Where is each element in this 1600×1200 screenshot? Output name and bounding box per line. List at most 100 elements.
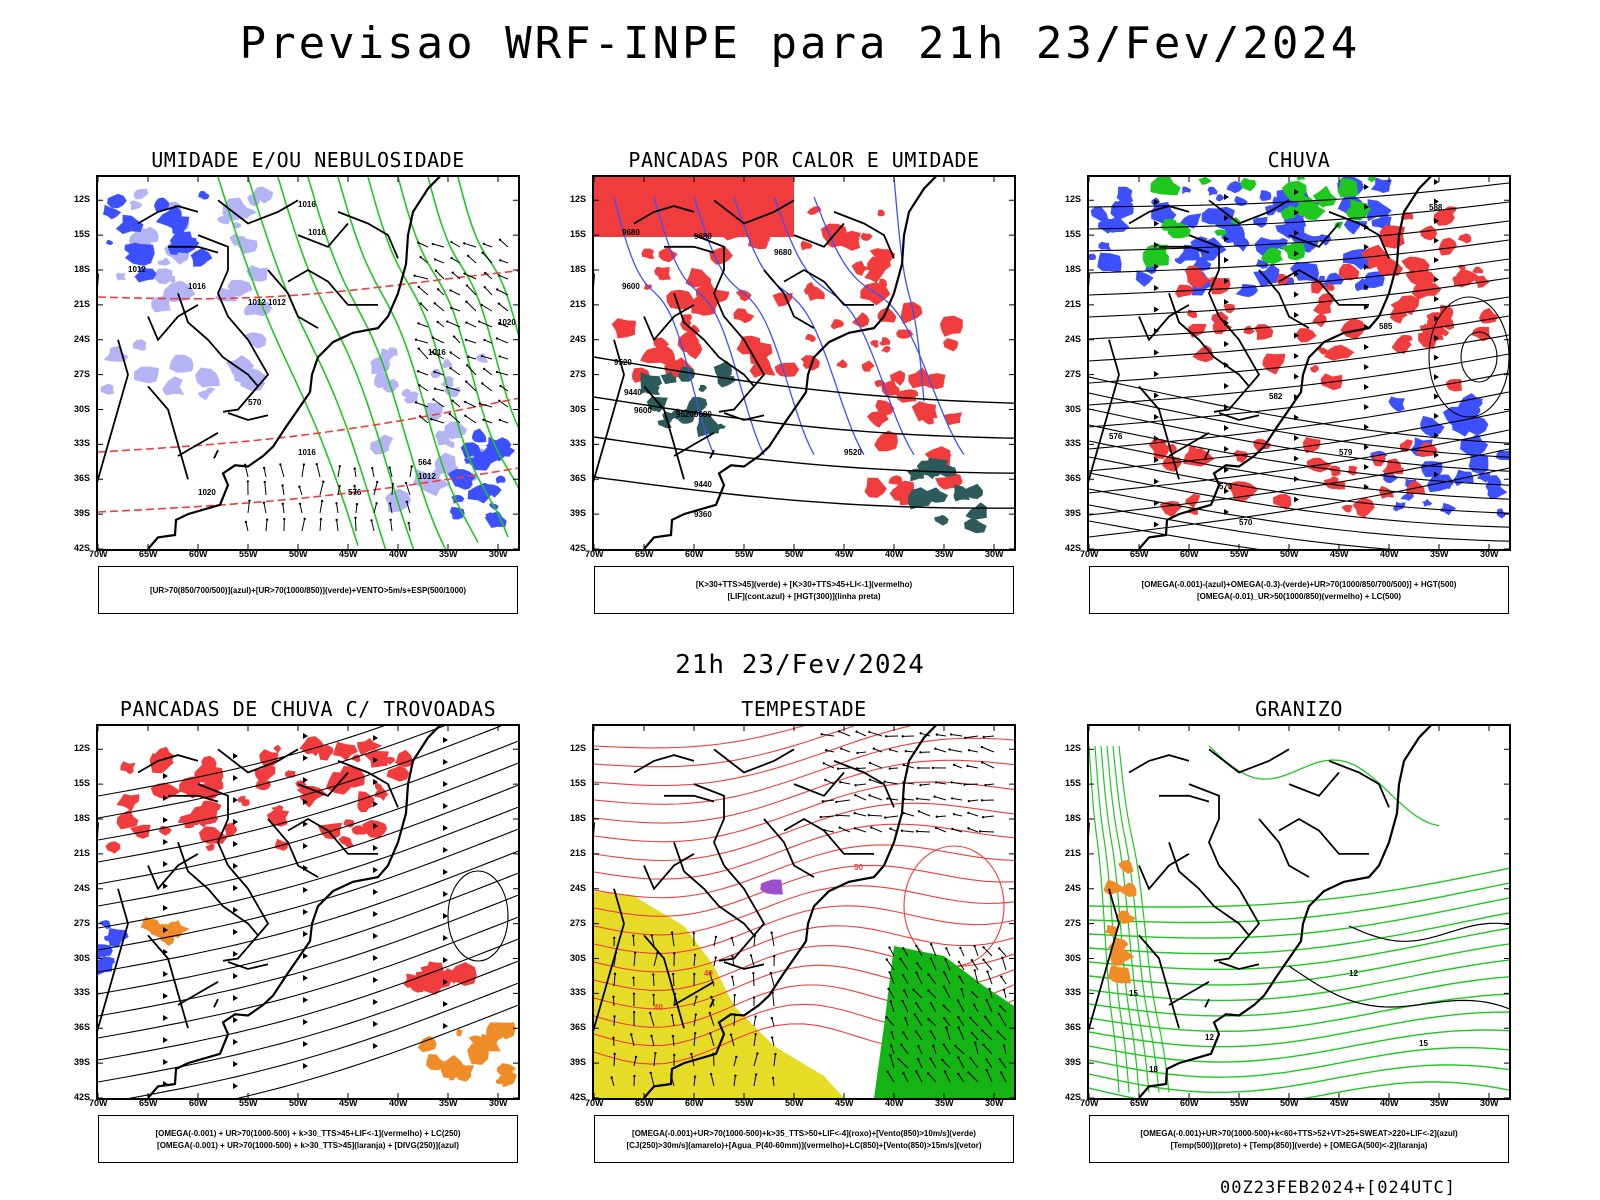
- wind-vector: [653, 952, 658, 967]
- border-line: [1278, 817, 1369, 855]
- divergence-area-blue: [108, 928, 129, 948]
- lat-label: 27S: [1065, 368, 1082, 379]
- vector-head: [388, 502, 392, 505]
- humidity-area-lightblue: [386, 347, 398, 356]
- border-line: [1204, 998, 1210, 1008]
- vector-head: [964, 736, 967, 739]
- humidity-area-lightblue: [434, 430, 452, 446]
- wind-vector: [337, 486, 341, 496]
- humidity-area-lightblue: [162, 280, 196, 303]
- wind-vector: [952, 828, 963, 833]
- hgt300-contour: [594, 476, 1014, 509]
- flow-arrow: [303, 953, 308, 959]
- humidity-area-lightblue: [115, 272, 126, 281]
- vector-head: [389, 518, 392, 521]
- legend-calor: [K>30+TTS>45](verde) + [K>30+TTS>45+LI<-…: [594, 566, 1014, 614]
- rain-omega-blue: [1116, 186, 1134, 205]
- flow-arrow: [163, 861, 168, 867]
- humidity-area-lightblue: [134, 366, 160, 384]
- flow-arrow: [233, 1083, 238, 1089]
- contour-label: 9440: [694, 480, 712, 489]
- run-footer: 00Z23FEB2024+[024UTC]: [1220, 1178, 1456, 1198]
- instability-area-red: [692, 220, 714, 237]
- vector-head: [835, 814, 838, 817]
- rain-area-red: [1478, 307, 1498, 324]
- vector-head: [889, 1000, 893, 1003]
- border-line: [137, 754, 199, 774]
- vector-head: [769, 971, 773, 975]
- vector-head: [927, 973, 930, 976]
- wind-vector: [693, 1076, 696, 1087]
- lon-label: 70W: [585, 1098, 604, 1108]
- vector-head: [772, 955, 776, 958]
- flow-arrow: [1154, 199, 1159, 205]
- wind-vector: [955, 1045, 965, 1055]
- vector-head: [353, 484, 356, 488]
- flow-arrow: [443, 935, 448, 941]
- wind-vector: [961, 989, 965, 999]
- humidity-area-lightblue: [430, 368, 441, 378]
- instability-area-red: [735, 289, 752, 302]
- thunder-area-red: [271, 805, 284, 816]
- wind-vector: [354, 468, 357, 478]
- legend-granizo: [OMEGA(-0.001)+UR>70(1000-500)+k<60+TTS>…: [1089, 1115, 1509, 1163]
- contour-label: 9600: [634, 406, 652, 415]
- border-line: [643, 853, 695, 891]
- wind-vector: [823, 762, 835, 769]
- temp850-contour-green: [1112, 745, 1160, 1093]
- vector-head: [885, 1016, 888, 1019]
- wind-vector: [435, 270, 445, 280]
- instability-area-red: [888, 475, 903, 486]
- rain-omega-blue: [1253, 216, 1268, 228]
- rain-omega-blue: [1098, 241, 1111, 251]
- vector-head: [464, 338, 468, 341]
- wind-vector: [451, 241, 461, 248]
- vector-head: [754, 1015, 757, 1018]
- flow-arrow: [303, 975, 308, 981]
- panel-title: GRANIZO: [1255, 697, 1343, 721]
- wind-vector: [482, 252, 493, 264]
- wind-vector: [633, 1056, 637, 1067]
- lc850-contour-red: [594, 885, 1014, 936]
- vector-head: [927, 989, 930, 992]
- lif-contour-blue: [733, 196, 865, 456]
- rain-area-red: [1186, 446, 1202, 459]
- humidity-contour-green: [457, 177, 518, 337]
- flow-arrow: [373, 977, 378, 983]
- rain-area-red: [1165, 443, 1177, 453]
- temp850-contour-green: [1089, 943, 1509, 986]
- vector-head: [824, 778, 827, 782]
- vector-head: [449, 351, 452, 354]
- vector-head: [973, 1003, 976, 1007]
- legend-line: [CJ(250)>30m/s](amarelo)+[Agua_P(40-60mm…: [626, 1140, 982, 1150]
- coastline: [1138, 177, 1432, 549]
- wind-vector: [484, 339, 493, 344]
- flow-arrow: [373, 823, 378, 829]
- wind-vector: [497, 289, 509, 296]
- rain-omega-blue: [1135, 270, 1154, 287]
- instability-area-red: [852, 312, 870, 328]
- humidity-area-lightblue: [476, 353, 489, 363]
- vector-head: [433, 387, 437, 390]
- vector-head: [853, 811, 856, 815]
- flow-arrow: [1224, 467, 1229, 473]
- thunder-area-orange: [468, 1035, 488, 1046]
- wind-vector: [839, 827, 851, 833]
- flow-arrow: [1294, 496, 1299, 503]
- vector-head: [948, 748, 951, 751]
- legend-line: [OMEGA(-0.001) + UR>70(1000-500) + k>30_…: [157, 1140, 459, 1150]
- lat-label: 21S: [1065, 847, 1082, 858]
- temp850-contour-green: [1089, 976, 1509, 1017]
- lat-label: 30S: [1065, 952, 1082, 963]
- vector-head: [960, 988, 963, 991]
- wind-vector: [753, 1074, 757, 1087]
- vector-head: [298, 485, 301, 488]
- lat-label: 21S: [570, 298, 587, 309]
- humidity-area-lightblue: [195, 367, 220, 388]
- vector-head: [246, 480, 250, 483]
- vector-head: [954, 1044, 957, 1048]
- instability-area-red: [641, 248, 655, 259]
- wind-vector: [981, 1030, 993, 1041]
- wind-vector: [693, 996, 697, 1007]
- wind-vector: [927, 1073, 937, 1083]
